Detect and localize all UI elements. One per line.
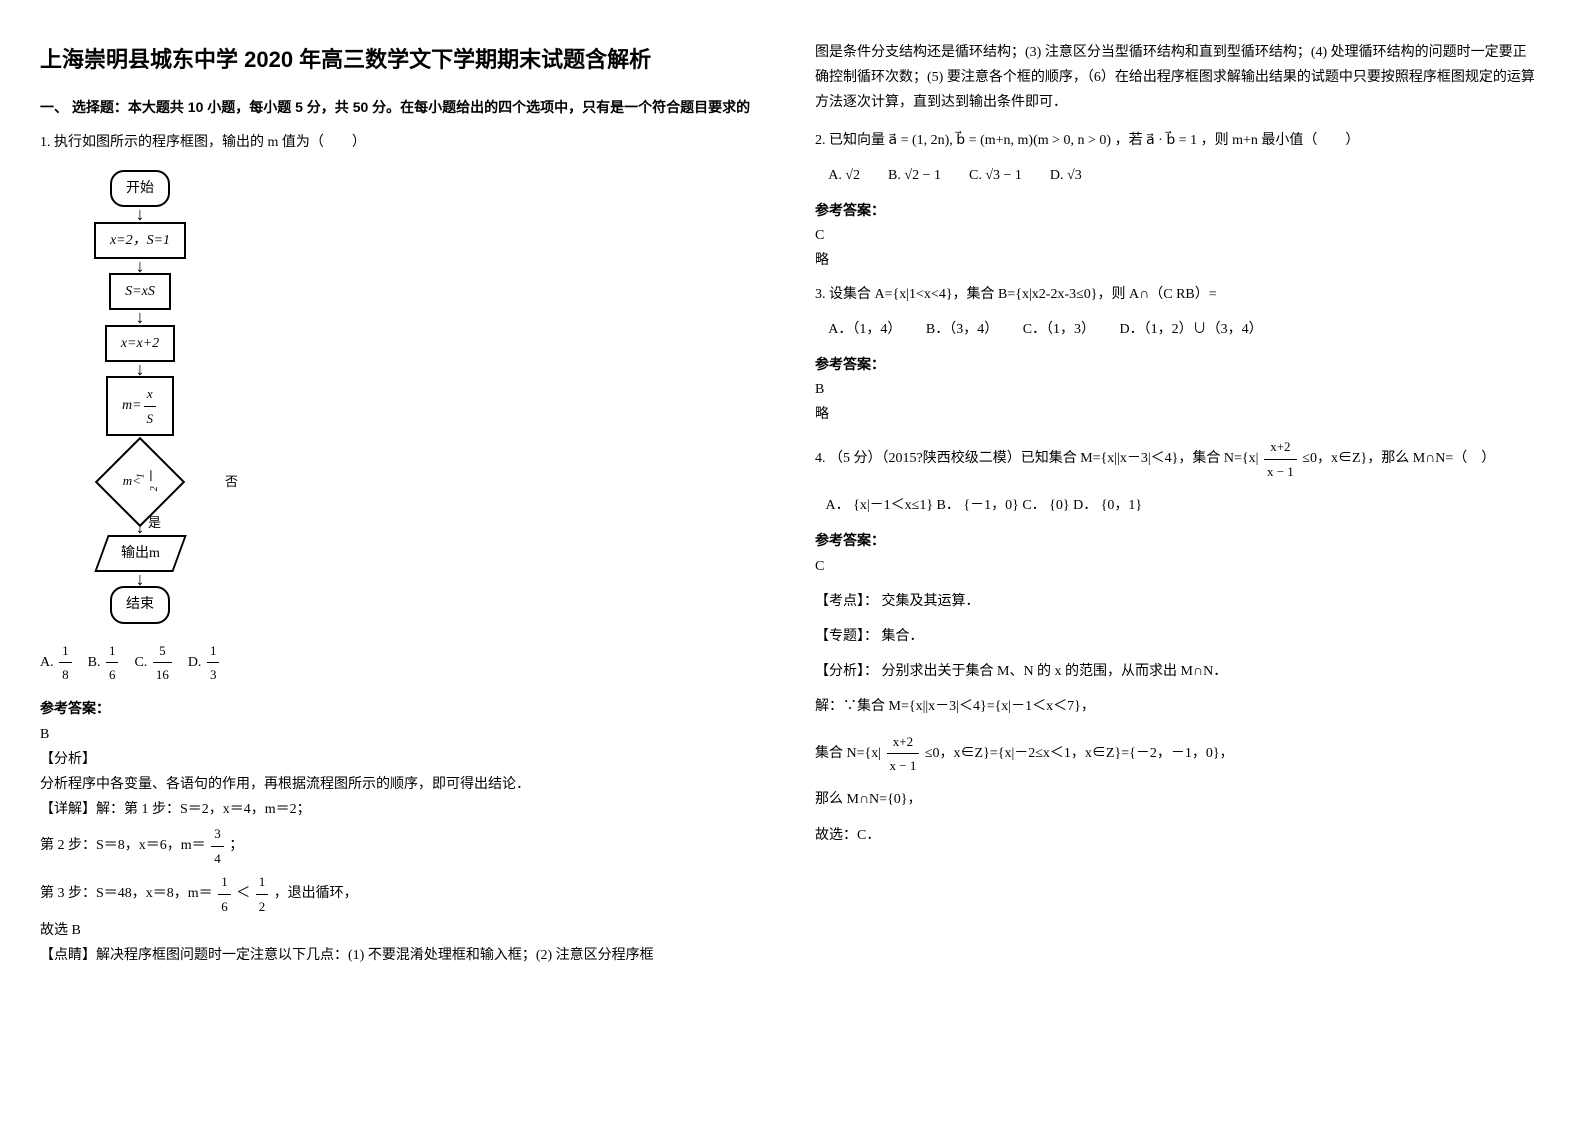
q1-detail-label: 【详解】解：第 1 步：S＝2，x＝4，m＝2； <box>40 797 765 822</box>
q1-options: A. 18 B. 16 C. 516 D. 13 <box>40 639 765 687</box>
opt-D: D. <box>188 655 202 670</box>
answer-label: 参考答案： <box>815 352 1540 377</box>
q1-answer: B <box>40 722 765 747</box>
q3-brief: 略 <box>815 402 1540 427</box>
q4-sol3: 那么 M∩N={0}， <box>815 787 1540 812</box>
q4-zt: 【专题】： 集合． <box>815 624 1540 649</box>
q1-step2: 第 2 步：S＝8，x＝6，m＝ 34 ； <box>40 822 765 870</box>
q4-sol4: 故选：C． <box>815 823 1540 848</box>
flow-b4-num: x <box>144 382 157 406</box>
opt-A: A. <box>40 655 54 670</box>
section-1-head: 一、 选择题：本大题共 10 小题，每小题 5 分，共 50 分。在每小题给出的… <box>40 95 765 120</box>
q3-options: A．（1，4） B．（3，4） C．（1，3） D．（1，2）∪（3，4） <box>815 317 1540 342</box>
flow-box-4: m=xS <box>106 376 174 436</box>
answer-label: 参考答案： <box>815 528 1540 553</box>
q4-options: A． {x|－1＜x≤1} B． {－1，0} C． {0} D． {0，1} <box>815 493 1540 518</box>
flow-b4-lhs: m= <box>122 398 142 413</box>
flow-box-3: x=x+2 <box>105 325 175 362</box>
q2-brief: 略 <box>815 248 1540 273</box>
flow-box-1: x=2，S=1 <box>94 222 186 259</box>
flow-arrow: ↓ <box>136 572 145 586</box>
q4-stem: 4. （5 分）（2015?陕西校级二模）已知集合 M={x||x－3|＜4}，… <box>815 435 1540 483</box>
analysis-label: 【分析】 <box>40 747 765 772</box>
flow-start: 开始 <box>110 170 170 207</box>
q1-stem: 1. 执行如图所示的程序框图，输出的 m 值为（ ） <box>40 130 765 155</box>
q4-sol1: 解：∵集合 M={x||x－3|＜4}={x|－1＜x＜7}， <box>815 694 1540 719</box>
answer-label: 参考答案： <box>40 696 765 721</box>
q1-step3: 第 3 步：S＝48，x＝8，m＝ 16 ＜ 12 ，退出循环， <box>40 870 765 918</box>
q1-note: 【点睛】解决程序框图问题时一定注意以下几点：(1) 不要混淆处理框和输入框；(2… <box>40 943 765 968</box>
flow-decision: m<12 <box>95 437 186 528</box>
q3-answer: B <box>815 377 1540 402</box>
q1-analysis: 分析程序中各变量、各语句的作用，再根据流程图所示的顺序，即可得出结论． <box>40 772 765 797</box>
q2-options: A. √2 B. √2 − 1 C. √3 − 1 D. √3 <box>815 163 1540 188</box>
q3-stem: 3. 设集合 A={x|1<x<4}，集合 B={x|x2-2x-3≤0}，则 … <box>815 282 1540 307</box>
q4-kd: 【考点】： 交集及其运算． <box>815 589 1540 614</box>
flow-arrow: ↓ <box>136 310 145 324</box>
flow-arrow: ↓ <box>136 207 145 221</box>
exam-page: 上海崇明县城东中学 2020 年高三数学文下学期期末试题含解析 一、 选择题：本… <box>40 40 1540 968</box>
opt-C: C. <box>134 655 147 670</box>
q4-sol2: 集合 N={x| x+2x − 1 ≤0，x∈Z}={x|－2≤x＜1，x∈Z}… <box>815 730 1540 778</box>
right-column: 图是条件分支结构还是循环结构；(3) 注意区分当型循环结构和直到型循环结构；(4… <box>815 40 1540 968</box>
q1-conclusion: 故选 B <box>40 918 765 943</box>
q2-answer: C <box>815 223 1540 248</box>
page-title: 上海崇明县城东中学 2020 年高三数学文下学期期末试题含解析 <box>40 40 765 80</box>
flowchart: 开始 ↓ x=2，S=1 ↓ S=xS ↓ x=x+2 ↓ m=xS ↓ m<1… <box>70 170 765 624</box>
flow-box-2: S=xS <box>109 273 171 310</box>
flow-label-no: 否 <box>225 470 238 493</box>
flow-output: 输出m <box>94 535 186 572</box>
q1-note-cont: 图是条件分支结构还是循环结构；(3) 注意区分当型循环结构和直到型循环结构；(4… <box>815 40 1540 116</box>
flow-arrow: ↓ <box>136 362 145 376</box>
left-column: 上海崇明县城东中学 2020 年高三数学文下学期期末试题含解析 一、 选择题：本… <box>40 40 765 968</box>
flow-label-yes: 是 <box>148 511 161 534</box>
q2-stem: 2. 已知向量 a⃗ = (1, 2n), b⃗ = (m+n, m)(m > … <box>815 128 1540 153</box>
flow-b4-den: S <box>144 407 157 430</box>
flow-arrow: ↓ <box>136 259 145 273</box>
q4-answer: C <box>815 554 1540 579</box>
flow-end: 结束 <box>110 586 170 623</box>
answer-label: 参考答案： <box>815 198 1540 223</box>
q4-fx: 【分析】： 分别求出关于集合 M、N 的 x 的范围，从而求出 M∩N． <box>815 659 1540 684</box>
opt-B: B. <box>88 655 101 670</box>
